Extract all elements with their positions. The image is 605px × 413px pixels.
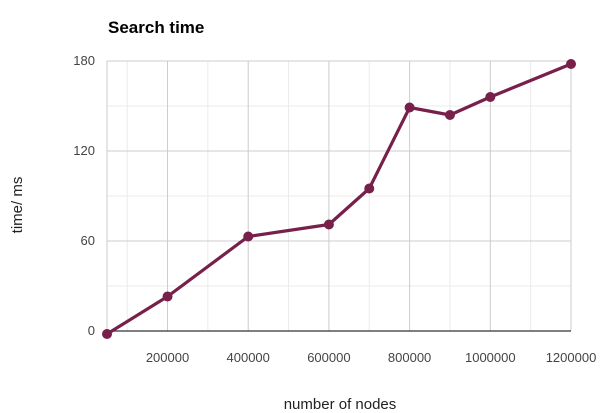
x-tick-label: 200000 <box>146 350 189 365</box>
data-point[interactable] <box>364 183 375 194</box>
grid-lines <box>106 60 572 332</box>
x-tick-label: 1200000 <box>546 350 597 365</box>
chart-title: Search time <box>108 18 204 37</box>
data-point[interactable] <box>404 102 415 113</box>
data-point[interactable] <box>444 110 455 120</box>
x-tick-label: 1000000 <box>465 350 516 365</box>
y-tick-label: 60 <box>81 233 95 248</box>
data-point[interactable] <box>323 219 334 230</box>
y-tick-label: 0 <box>88 323 95 338</box>
data-point[interactable] <box>102 329 112 339</box>
x-axis-label: number of nodes <box>284 396 397 413</box>
data-point[interactable] <box>485 92 496 102</box>
y-tick-label: 180 <box>73 53 95 68</box>
data-point[interactable] <box>162 291 173 302</box>
y-axis-label: time/ ms <box>9 177 26 234</box>
x-tick-label: 800000 <box>388 350 431 365</box>
series-layer <box>102 59 576 339</box>
data-point[interactable] <box>243 231 254 242</box>
x-tick-label: 600000 <box>307 350 350 365</box>
series-line <box>105 62 573 336</box>
x-tick-label: 400000 <box>227 350 270 365</box>
tick-labels: 0 60 120 180 200000 400000 600000 800000 1000000… <box>73 53 596 365</box>
data-point[interactable] <box>566 59 576 69</box>
y-tick-label: 120 <box>73 143 95 158</box>
